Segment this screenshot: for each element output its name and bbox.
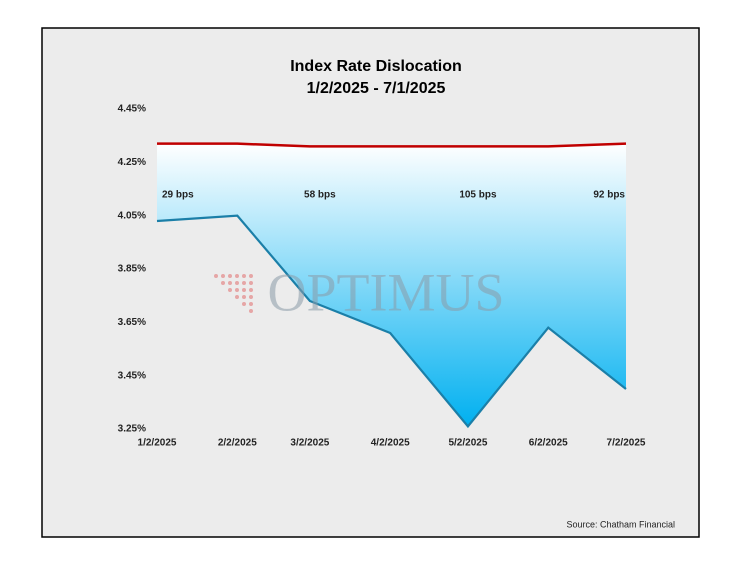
spread-label: 29 bps <box>162 190 194 201</box>
y-tick-label: 4.25% <box>118 157 146 168</box>
x-tick-label: 7/2/2025 <box>607 438 646 449</box>
spread-label: 92 bps <box>593 190 625 201</box>
x-tick-label: 6/2/2025 <box>529 438 568 449</box>
spread-label: 105 bps <box>459 190 497 201</box>
y-tick-label: 3.45% <box>118 370 146 381</box>
y-tick-label: 4.05% <box>118 210 146 221</box>
y-tick-label: 3.25% <box>118 424 146 435</box>
x-tick-label: 1/2/2025 <box>138 438 177 449</box>
x-tick-label: 2/2/2025 <box>218 438 257 449</box>
chart-subtitle: 1/2/2025 - 7/1/2025 <box>307 80 446 97</box>
x-tick-label: 3/2/2025 <box>290 438 329 449</box>
logo <box>214 274 253 313</box>
source: Source: Chatham Financial <box>566 519 675 529</box>
y-tick-label: 4.45% <box>118 104 146 115</box>
y-tick-label: 3.85% <box>118 264 146 275</box>
spread-area <box>157 143 626 427</box>
series-line <box>157 142 627 148</box>
chart-title: Index Rate Dislocation <box>290 58 462 75</box>
plot: 3.25% 3.45% 3.65% 3.85% 4.05% 4.25% 4.45% 1/2/2… <box>118 104 646 449</box>
spread-label: 58 bps <box>304 190 336 201</box>
watermark: OPTIMUS <box>267 262 504 322</box>
series-line <box>156 214 627 429</box>
y-tick-label: 3.65% <box>118 317 146 328</box>
x-tick-label: 5/2/2025 <box>448 438 487 449</box>
x-tick-label: 4/2/2025 <box>371 438 410 449</box>
